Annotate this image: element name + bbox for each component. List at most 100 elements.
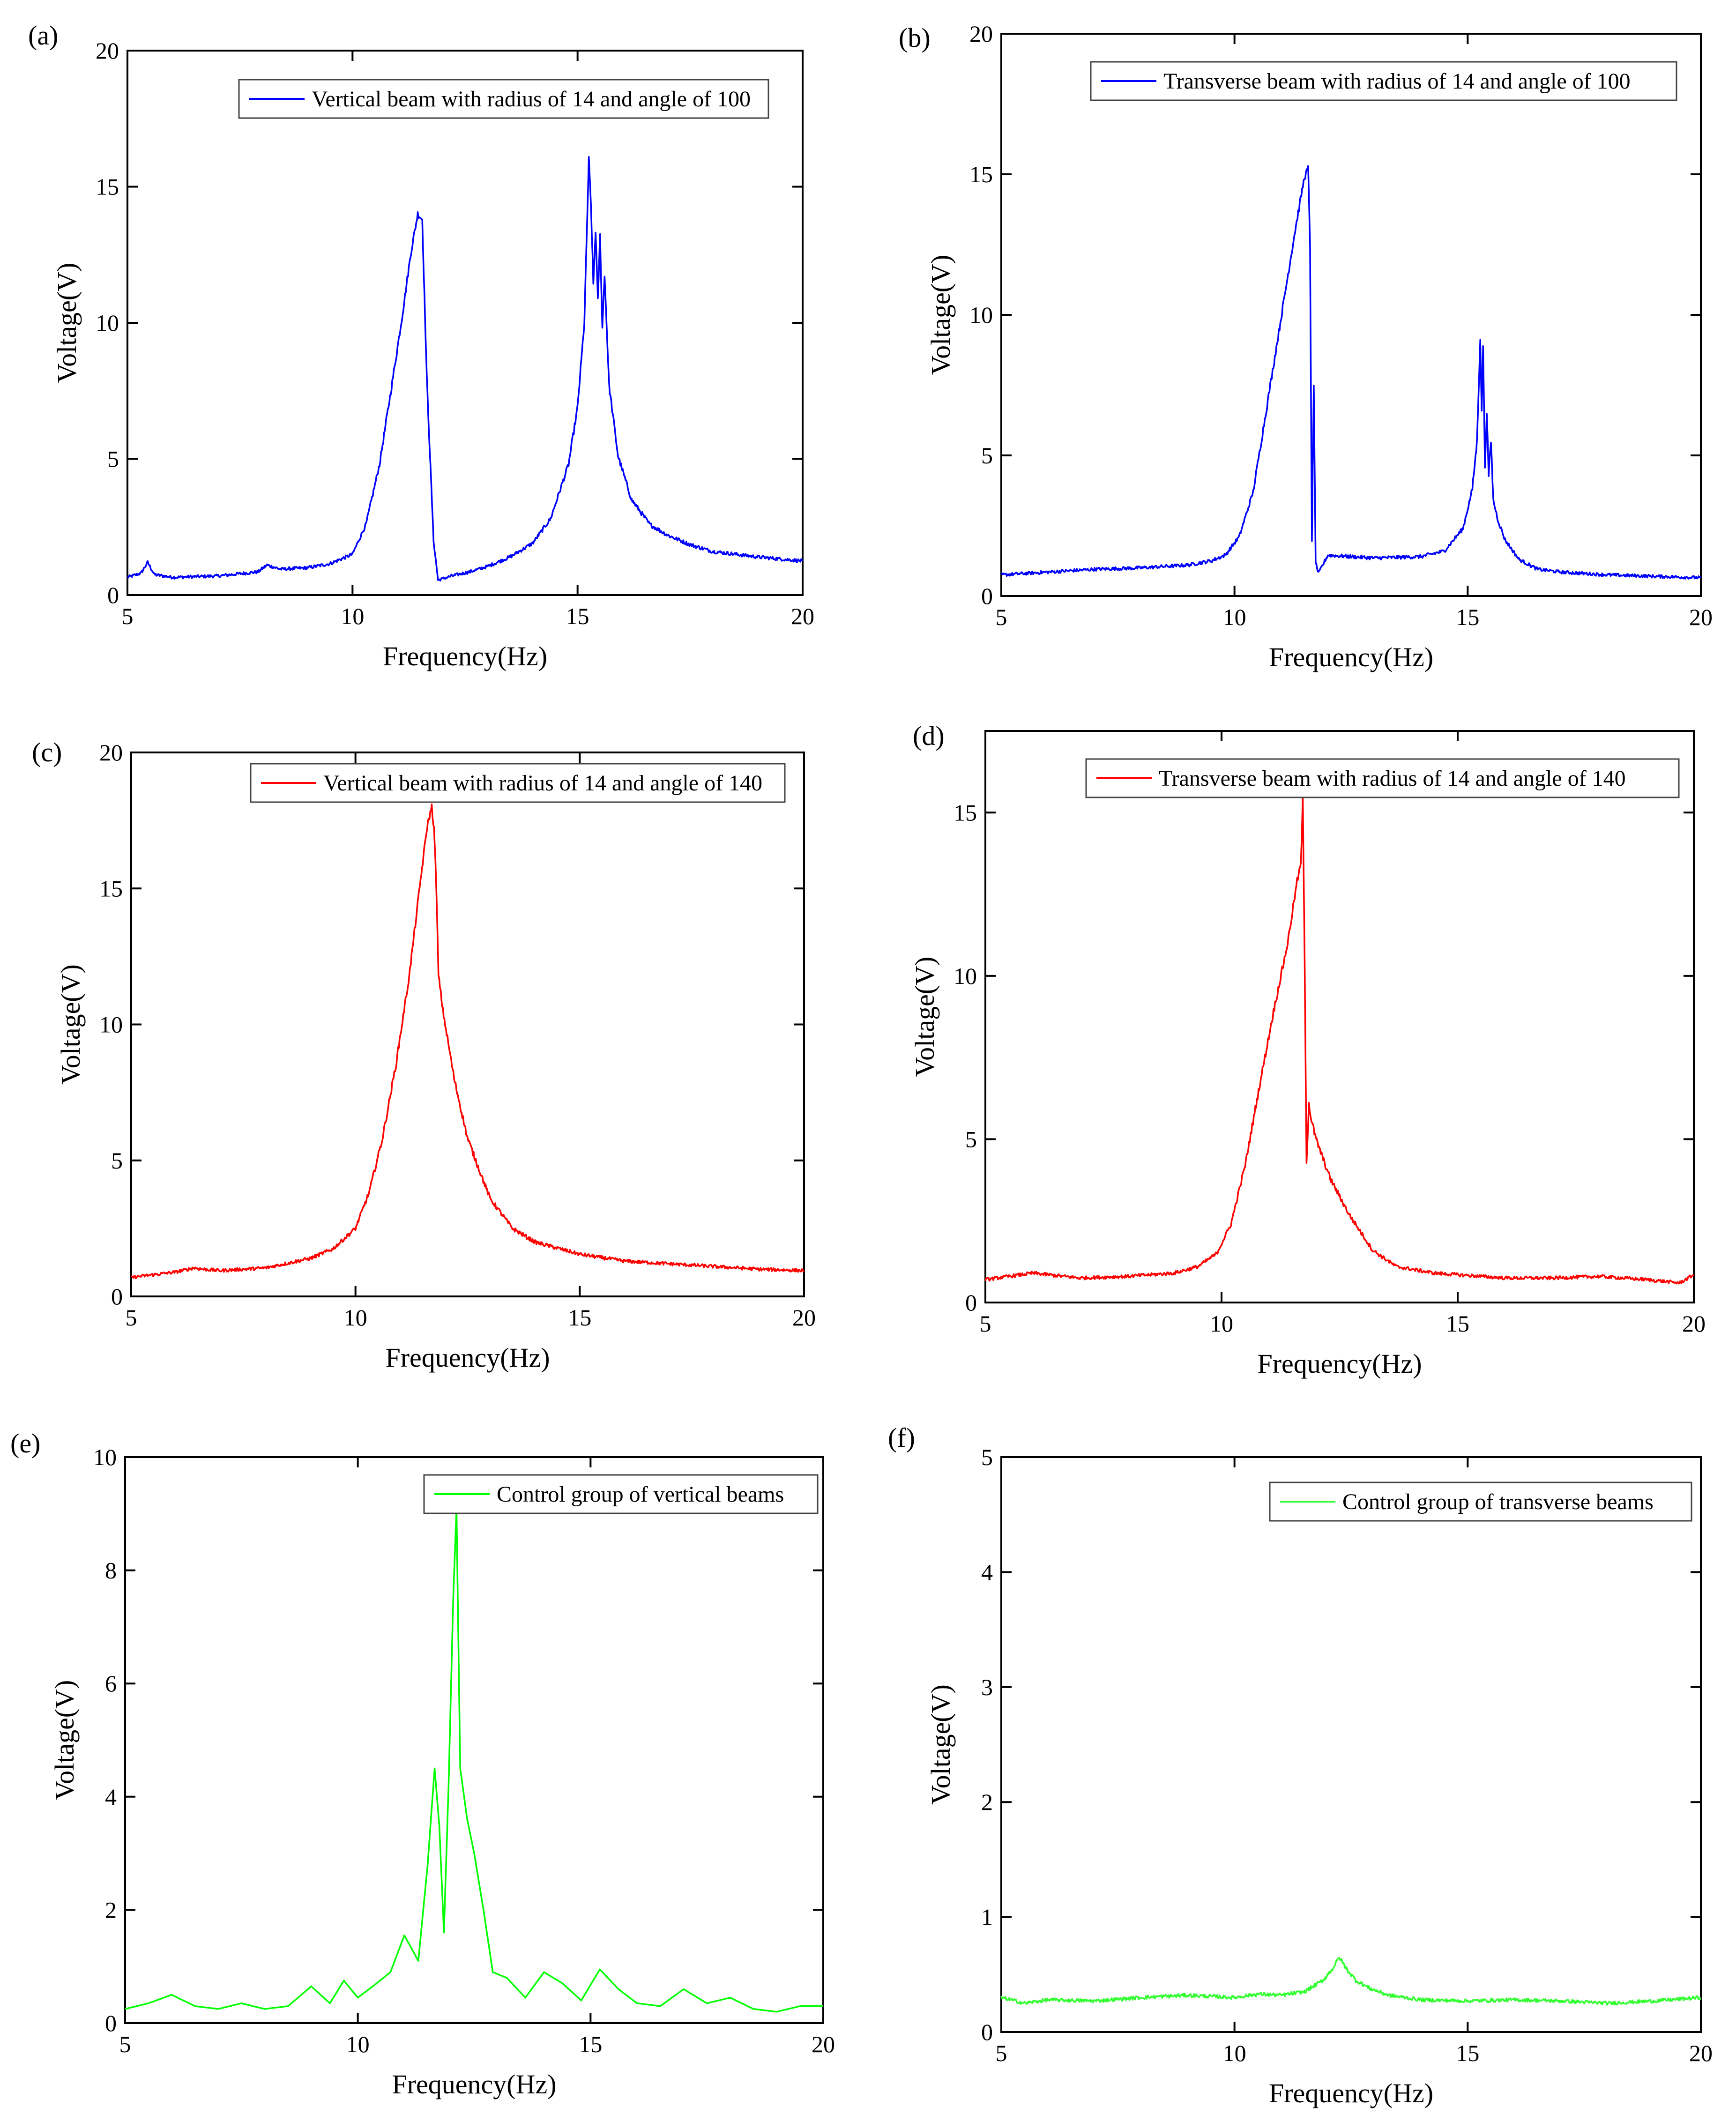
y-tick-label: 5 — [965, 1126, 977, 1152]
legend-label: Control group of vertical beams — [497, 1482, 784, 1507]
series-line — [1000, 1957, 1702, 2006]
y-tick-label: 0 — [965, 1289, 977, 1316]
y-tick-label: 2 — [105, 1897, 117, 1923]
y-tick-label: 0 — [107, 582, 119, 608]
legend-label: Vertical beam with radius of 14 and angl… — [323, 771, 762, 796]
panel-label: (e) — [10, 1428, 40, 1459]
series-line — [127, 156, 804, 582]
panel-label: (a) — [28, 20, 58, 51]
x-axis-title: Frequency(Hz) — [1269, 642, 1433, 672]
x-tick-label: 20 — [792, 1304, 816, 1331]
x-tick-label: 15 — [568, 1304, 591, 1331]
x-axis-title: Frequency(Hz) — [385, 1342, 550, 1373]
y-tick-label: 0 — [105, 2010, 117, 2036]
y-axis-title: Voltage(V) — [49, 1680, 80, 1801]
legend-label: Vertical beam with radius of 14 and angl… — [312, 87, 751, 112]
y-tick-label: 10 — [969, 302, 993, 328]
y-tick-label: 8 — [105, 1557, 117, 1584]
y-tick-label: 4 — [981, 1559, 993, 1585]
y-tick-label: 10 — [96, 310, 119, 336]
chart-panel-d: 5 10 15 20051015Frequency(Hz)Voltage(V)(d)T… — [909, 721, 1706, 1379]
series-line — [125, 1507, 824, 2013]
x-tick-label: 20 — [812, 2031, 835, 2057]
x-tick-label: 5 — [119, 2031, 131, 2057]
chart-panel-c: 5 10 15 2005101520Frequency(Hz)Voltage(V)(c… — [32, 737, 816, 1373]
chart-panel-b: 5 10 15 2005101520Frequency(Hz)Voltage(V)(b… — [899, 21, 1713, 672]
y-axis-title: Voltage(V) — [55, 964, 86, 1085]
x-tick-label: 5 — [996, 2040, 1007, 2066]
x-tick-label: 15 — [1446, 1310, 1469, 1337]
plot-frame — [124, 1456, 824, 2024]
y-tick-label: 20 — [969, 21, 993, 47]
y-axis-title: Voltage(V) — [909, 957, 940, 1077]
legend-label: Transverse beam with radius of 14 and an… — [1159, 766, 1626, 791]
y-axis-title: Voltage(V) — [925, 1684, 956, 1805]
y-tick-label: 2 — [981, 1789, 993, 1815]
panel-label: (f) — [888, 1422, 915, 1453]
x-tick-label: 10 — [344, 1304, 367, 1331]
x-tick-label: 5 — [980, 1310, 991, 1337]
y-tick-label: 10 — [954, 963, 977, 989]
plot-frame — [127, 50, 804, 596]
y-tick-label: 20 — [99, 739, 123, 766]
x-tick-label: 20 — [791, 603, 814, 629]
series-line — [1001, 165, 1702, 580]
x-axis-title: Frequency(Hz) — [392, 2069, 556, 2099]
x-tick-label: 10 — [346, 2031, 370, 2057]
y-axis-title: Voltage(V) — [52, 263, 82, 383]
y-tick-label: 10 — [93, 1444, 117, 1470]
x-tick-label: 20 — [1682, 1310, 1706, 1337]
x-tick-label: 20 — [1689, 604, 1713, 630]
y-tick-label: 20 — [96, 37, 119, 64]
x-tick-label: 20 — [1689, 2040, 1713, 2066]
plot-frame — [1000, 1456, 1702, 2033]
legend-box — [1090, 61, 1677, 101]
y-tick-label: 15 — [954, 799, 977, 826]
legend-label: Transverse beam with radius of 14 and an… — [1163, 69, 1631, 94]
x-tick-label: 5 — [126, 1304, 137, 1331]
y-tick-label: 0 — [111, 1283, 123, 1310]
panel-label: (d) — [913, 721, 945, 751]
panel-label: (c) — [32, 737, 62, 767]
x-tick-label: 10 — [1223, 2040, 1246, 2066]
x-tick-label: 15 — [1456, 604, 1479, 630]
y-tick-label: 0 — [981, 583, 993, 609]
x-tick-label: 5 — [996, 604, 1007, 630]
y-tick-label: 5 — [981, 1444, 993, 1470]
chart-panel-e: 5 10 15 20 0 2 4 6 8 10 Frequency(Hz) Voltage(V) (e)… — [10, 1428, 835, 2099]
y-tick-label: 4 — [105, 1784, 117, 1810]
panel-label: (b) — [899, 22, 931, 53]
x-tick-label: 10 — [1223, 604, 1246, 630]
legend-box — [1085, 758, 1680, 798]
series-line — [984, 796, 1694, 1285]
plot-frame — [1000, 33, 1702, 597]
series-line — [130, 803, 805, 1280]
x-tick-label: 5 — [122, 603, 134, 629]
y-tick-label: 6 — [105, 1670, 117, 1697]
x-tick-label: 15 — [566, 603, 589, 629]
y-tick-label: 0 — [981, 2019, 993, 2045]
x-tick-label: 10 — [1210, 1310, 1233, 1337]
y-tick-label: 3 — [981, 1674, 993, 1700]
chart-panel-f: 5 10 15 20 0 1 2 3 4 5 Frequency(Hz) Voltage(V) (f) C… — [888, 1422, 1713, 2108]
plot-frame — [130, 752, 805, 1297]
x-tick-label: 15 — [1456, 2040, 1479, 2066]
x-tick-label: 10 — [341, 603, 364, 629]
y-tick-label: 15 — [96, 174, 119, 200]
x-axis-title: Frequency(Hz) — [1269, 2078, 1433, 2108]
legend-box — [238, 79, 769, 119]
chart-panel-a: 5 10 15 2005101520Frequency(Hz)Voltage(V)(a… — [28, 20, 814, 671]
plot-frame — [984, 730, 1695, 1303]
y-tick-label: 10 — [99, 1012, 123, 1038]
x-axis-title: Frequency(Hz) — [383, 641, 547, 671]
y-axis-title: Voltage(V) — [925, 255, 956, 375]
x-axis-title: Frequency(Hz) — [1257, 1348, 1422, 1379]
y-tick-label: 1 — [981, 1904, 993, 1930]
y-tick-label: 15 — [969, 161, 993, 187]
legend-label: Control group of transverse beams — [1342, 1489, 1654, 1514]
y-tick-label: 5 — [107, 446, 119, 472]
x-tick-label: 15 — [579, 2031, 602, 2057]
y-tick-label: 15 — [99, 875, 123, 901]
legend-box — [250, 763, 786, 803]
